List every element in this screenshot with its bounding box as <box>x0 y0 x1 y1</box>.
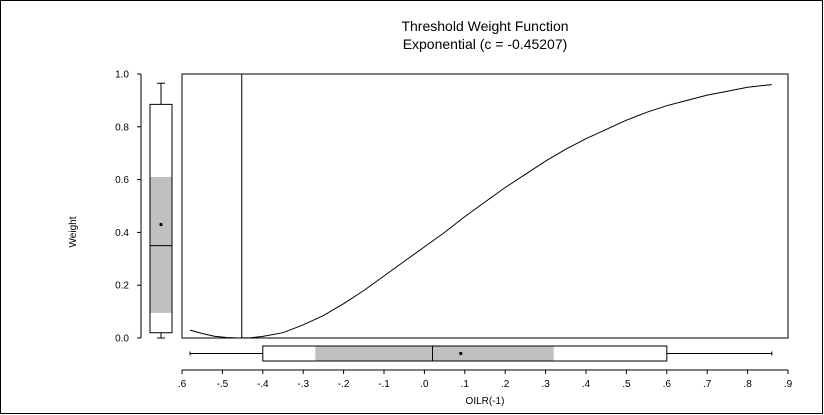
x-tick-label: .5 <box>622 379 631 390</box>
x-tick-label: .7 <box>703 379 712 390</box>
y-axis-label: Weight <box>68 216 79 247</box>
x-tick-label: -.2 <box>338 379 350 390</box>
x-tick-label: -.4 <box>257 379 269 390</box>
y-boxplot-mean-point <box>159 222 163 227</box>
plot-area <box>181 73 789 339</box>
y-tick-label: 0.2 <box>115 281 129 292</box>
y-tick-label: 0.6 <box>115 175 129 186</box>
x-tick-label: .8 <box>743 379 752 390</box>
x-axis: .6 -.5 -.4 -.3 -.2 -.1 .0 .1 .2 .3 .4 .5 .6 .7 .8 .9 <box>178 369 793 390</box>
y-tick-label: 0.0 <box>115 334 129 345</box>
y-axis: 0.0 0.2 0.4 0.6 0.8 1.0 <box>115 70 142 345</box>
y-tick-label: 1.0 <box>115 70 129 81</box>
x-tick-label: .1 <box>461 379 470 390</box>
chart-title: Threshold Weight Function <box>401 18 568 34</box>
x-tick-label: .6 <box>178 379 187 390</box>
x-tick-label: .3 <box>541 379 550 390</box>
x-boxplot <box>189 345 773 362</box>
y-tick-label: 0.8 <box>115 122 129 133</box>
x-tick-label: .6 <box>663 379 672 390</box>
y-tick-label: 0.4 <box>115 228 129 239</box>
weight-curve-series-line <box>189 84 772 339</box>
x-boxplot-mean-point <box>459 351 463 356</box>
x-tick-label: -.5 <box>217 379 229 390</box>
x-tick-label: .0 <box>420 379 429 390</box>
x-tick-label: .2 <box>501 379 510 390</box>
x-tick-label: -.3 <box>297 379 309 390</box>
y-boxplot-shaded-interval <box>150 176 172 313</box>
plot-marks <box>189 74 772 339</box>
x-tick-label: .9 <box>784 379 793 390</box>
x-boxplot-shaded-interval <box>315 346 554 361</box>
x-tick-label: -.1 <box>378 379 390 390</box>
y-boxplot <box>149 82 173 339</box>
chart-subtitle: Exponential (c = -0.45207) <box>403 36 568 52</box>
x-axis-label: OILR(-1) <box>466 396 505 407</box>
x-tick-label: .4 <box>582 379 591 390</box>
